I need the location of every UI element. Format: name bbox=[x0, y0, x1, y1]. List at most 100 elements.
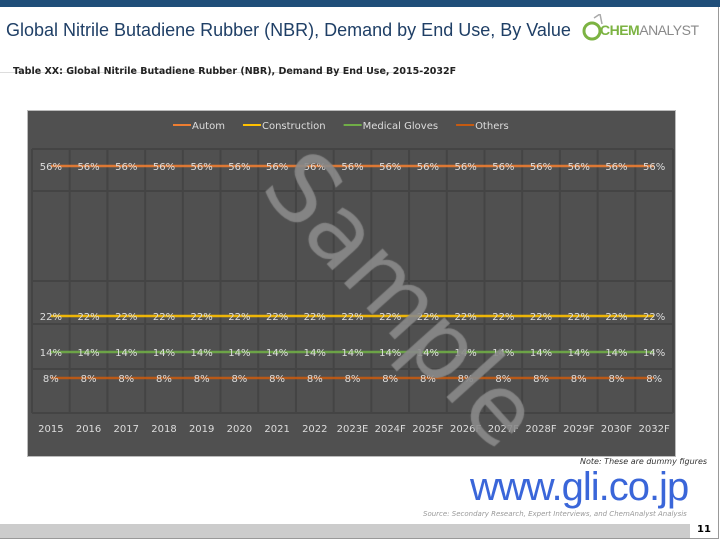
data-label: 8% bbox=[458, 374, 474, 385]
data-label: 22% bbox=[379, 312, 401, 323]
data-label: 8% bbox=[533, 374, 549, 385]
page-title: Global Nitrile Butadiene Rubber (NBR), D… bbox=[6, 20, 571, 40]
data-label: 8% bbox=[420, 374, 436, 385]
legend-label: Autom bbox=[192, 121, 225, 132]
data-label: 22% bbox=[266, 312, 288, 323]
data-label: 22% bbox=[568, 312, 590, 323]
data-label: 56% bbox=[40, 162, 62, 173]
data-label: 56% bbox=[341, 162, 363, 173]
data-label: 14% bbox=[304, 348, 326, 359]
data-label: 14% bbox=[266, 348, 288, 359]
data-label: 56% bbox=[379, 162, 401, 173]
x-tick-label: 2018 bbox=[151, 424, 176, 435]
data-label: 14% bbox=[77, 348, 99, 359]
data-label: 14% bbox=[492, 348, 514, 359]
data-label: 8% bbox=[156, 374, 172, 385]
legend-label: Construction bbox=[262, 121, 326, 132]
x-tick-label: 2021 bbox=[264, 424, 289, 435]
data-label: 8% bbox=[118, 374, 134, 385]
data-label: 22% bbox=[417, 312, 439, 323]
data-label: 22% bbox=[77, 312, 99, 323]
x-tick-label: 2022 bbox=[302, 424, 327, 435]
data-label: 8% bbox=[609, 374, 625, 385]
x-tick-label: 2019 bbox=[189, 424, 214, 435]
data-label: 8% bbox=[345, 374, 361, 385]
x-tick-label: 2025F bbox=[412, 424, 443, 435]
gli-watermark: www.gli.co.jp bbox=[470, 465, 689, 509]
data-label: 56% bbox=[530, 162, 552, 173]
data-label: 56% bbox=[266, 162, 288, 173]
data-label: 56% bbox=[153, 162, 175, 173]
page-number: 11 bbox=[697, 524, 711, 535]
note-text: Note: These are dummy figures bbox=[580, 457, 708, 466]
data-label: 8% bbox=[81, 374, 97, 385]
x-tick-label: 2023E bbox=[337, 424, 369, 435]
x-tick-label: 2028F bbox=[525, 424, 556, 435]
data-label: 8% bbox=[382, 374, 398, 385]
x-tick-label: 2032F bbox=[639, 424, 670, 435]
data-label: 14% bbox=[568, 348, 590, 359]
x-tick-label: 2020 bbox=[227, 424, 252, 435]
data-label: 56% bbox=[191, 162, 213, 173]
data-label: 14% bbox=[605, 348, 627, 359]
chemanalyst-logo bbox=[582, 14, 603, 41]
data-label: 56% bbox=[115, 162, 137, 173]
footer-bar bbox=[0, 524, 690, 538]
data-label: 56% bbox=[568, 162, 590, 173]
top-bar bbox=[0, 0, 720, 7]
x-tick-label: 2017 bbox=[114, 424, 139, 435]
data-label: 22% bbox=[191, 312, 213, 323]
data-label: 56% bbox=[643, 162, 665, 173]
data-label: 22% bbox=[530, 312, 552, 323]
x-tick-label: 2024F bbox=[375, 424, 406, 435]
data-label: 56% bbox=[228, 162, 250, 173]
data-label: 14% bbox=[341, 348, 363, 359]
data-label: 56% bbox=[77, 162, 99, 173]
data-label: 8% bbox=[571, 374, 587, 385]
x-tick-label: 2027F bbox=[488, 424, 519, 435]
x-tick-label: 2030F bbox=[601, 424, 632, 435]
data-label: 56% bbox=[492, 162, 514, 173]
data-label: 8% bbox=[646, 374, 662, 385]
data-label: 14% bbox=[643, 348, 665, 359]
data-label: 22% bbox=[455, 312, 477, 323]
legend-label: Medical Gloves bbox=[363, 121, 438, 132]
data-label: 14% bbox=[191, 348, 213, 359]
data-label: 22% bbox=[153, 312, 175, 323]
chart-svg: Autom Construction Medical Gloves Others 56%… bbox=[31, 121, 674, 435]
data-label: 8% bbox=[231, 374, 247, 385]
data-label: 22% bbox=[304, 312, 326, 323]
x-tick-label: 2029F bbox=[563, 424, 594, 435]
legend-label: Others bbox=[475, 121, 509, 132]
title-divider bbox=[0, 72, 436, 73]
data-label: 14% bbox=[455, 348, 477, 359]
data-label: 22% bbox=[605, 312, 627, 323]
data-label: 56% bbox=[304, 162, 326, 173]
data-label: 8% bbox=[307, 374, 323, 385]
data-label: 14% bbox=[379, 348, 401, 359]
data-label: 22% bbox=[643, 312, 665, 323]
logo-text: CHEMANALYST bbox=[600, 22, 699, 38]
data-label: 8% bbox=[194, 374, 210, 385]
data-label: 8% bbox=[495, 374, 511, 385]
x-tick-label: 2016 bbox=[76, 424, 101, 435]
data-label: 14% bbox=[530, 348, 552, 359]
data-label: 14% bbox=[417, 348, 439, 359]
data-label: 56% bbox=[417, 162, 439, 173]
data-label: 14% bbox=[40, 348, 62, 359]
source-text: Source: Secondary Research, Expert Inter… bbox=[423, 510, 687, 518]
data-label: 56% bbox=[455, 162, 477, 173]
slide-frame bbox=[0, 7, 719, 539]
data-label: 14% bbox=[153, 348, 175, 359]
data-label: 14% bbox=[228, 348, 250, 359]
x-tick-label: 2026F bbox=[450, 424, 481, 435]
x-tick-label: 2015 bbox=[38, 424, 63, 435]
chart: Autom Construction Medical Gloves Others 56%… bbox=[27, 110, 676, 457]
data-label: 8% bbox=[269, 374, 285, 385]
data-label: 22% bbox=[228, 312, 250, 323]
data-label: 22% bbox=[341, 312, 363, 323]
data-label: 22% bbox=[40, 312, 62, 323]
data-label: 56% bbox=[605, 162, 627, 173]
data-label: 22% bbox=[492, 312, 514, 323]
table-subtitle: Table XX: Global Nitrile Butadiene Rubbe… bbox=[13, 66, 457, 77]
